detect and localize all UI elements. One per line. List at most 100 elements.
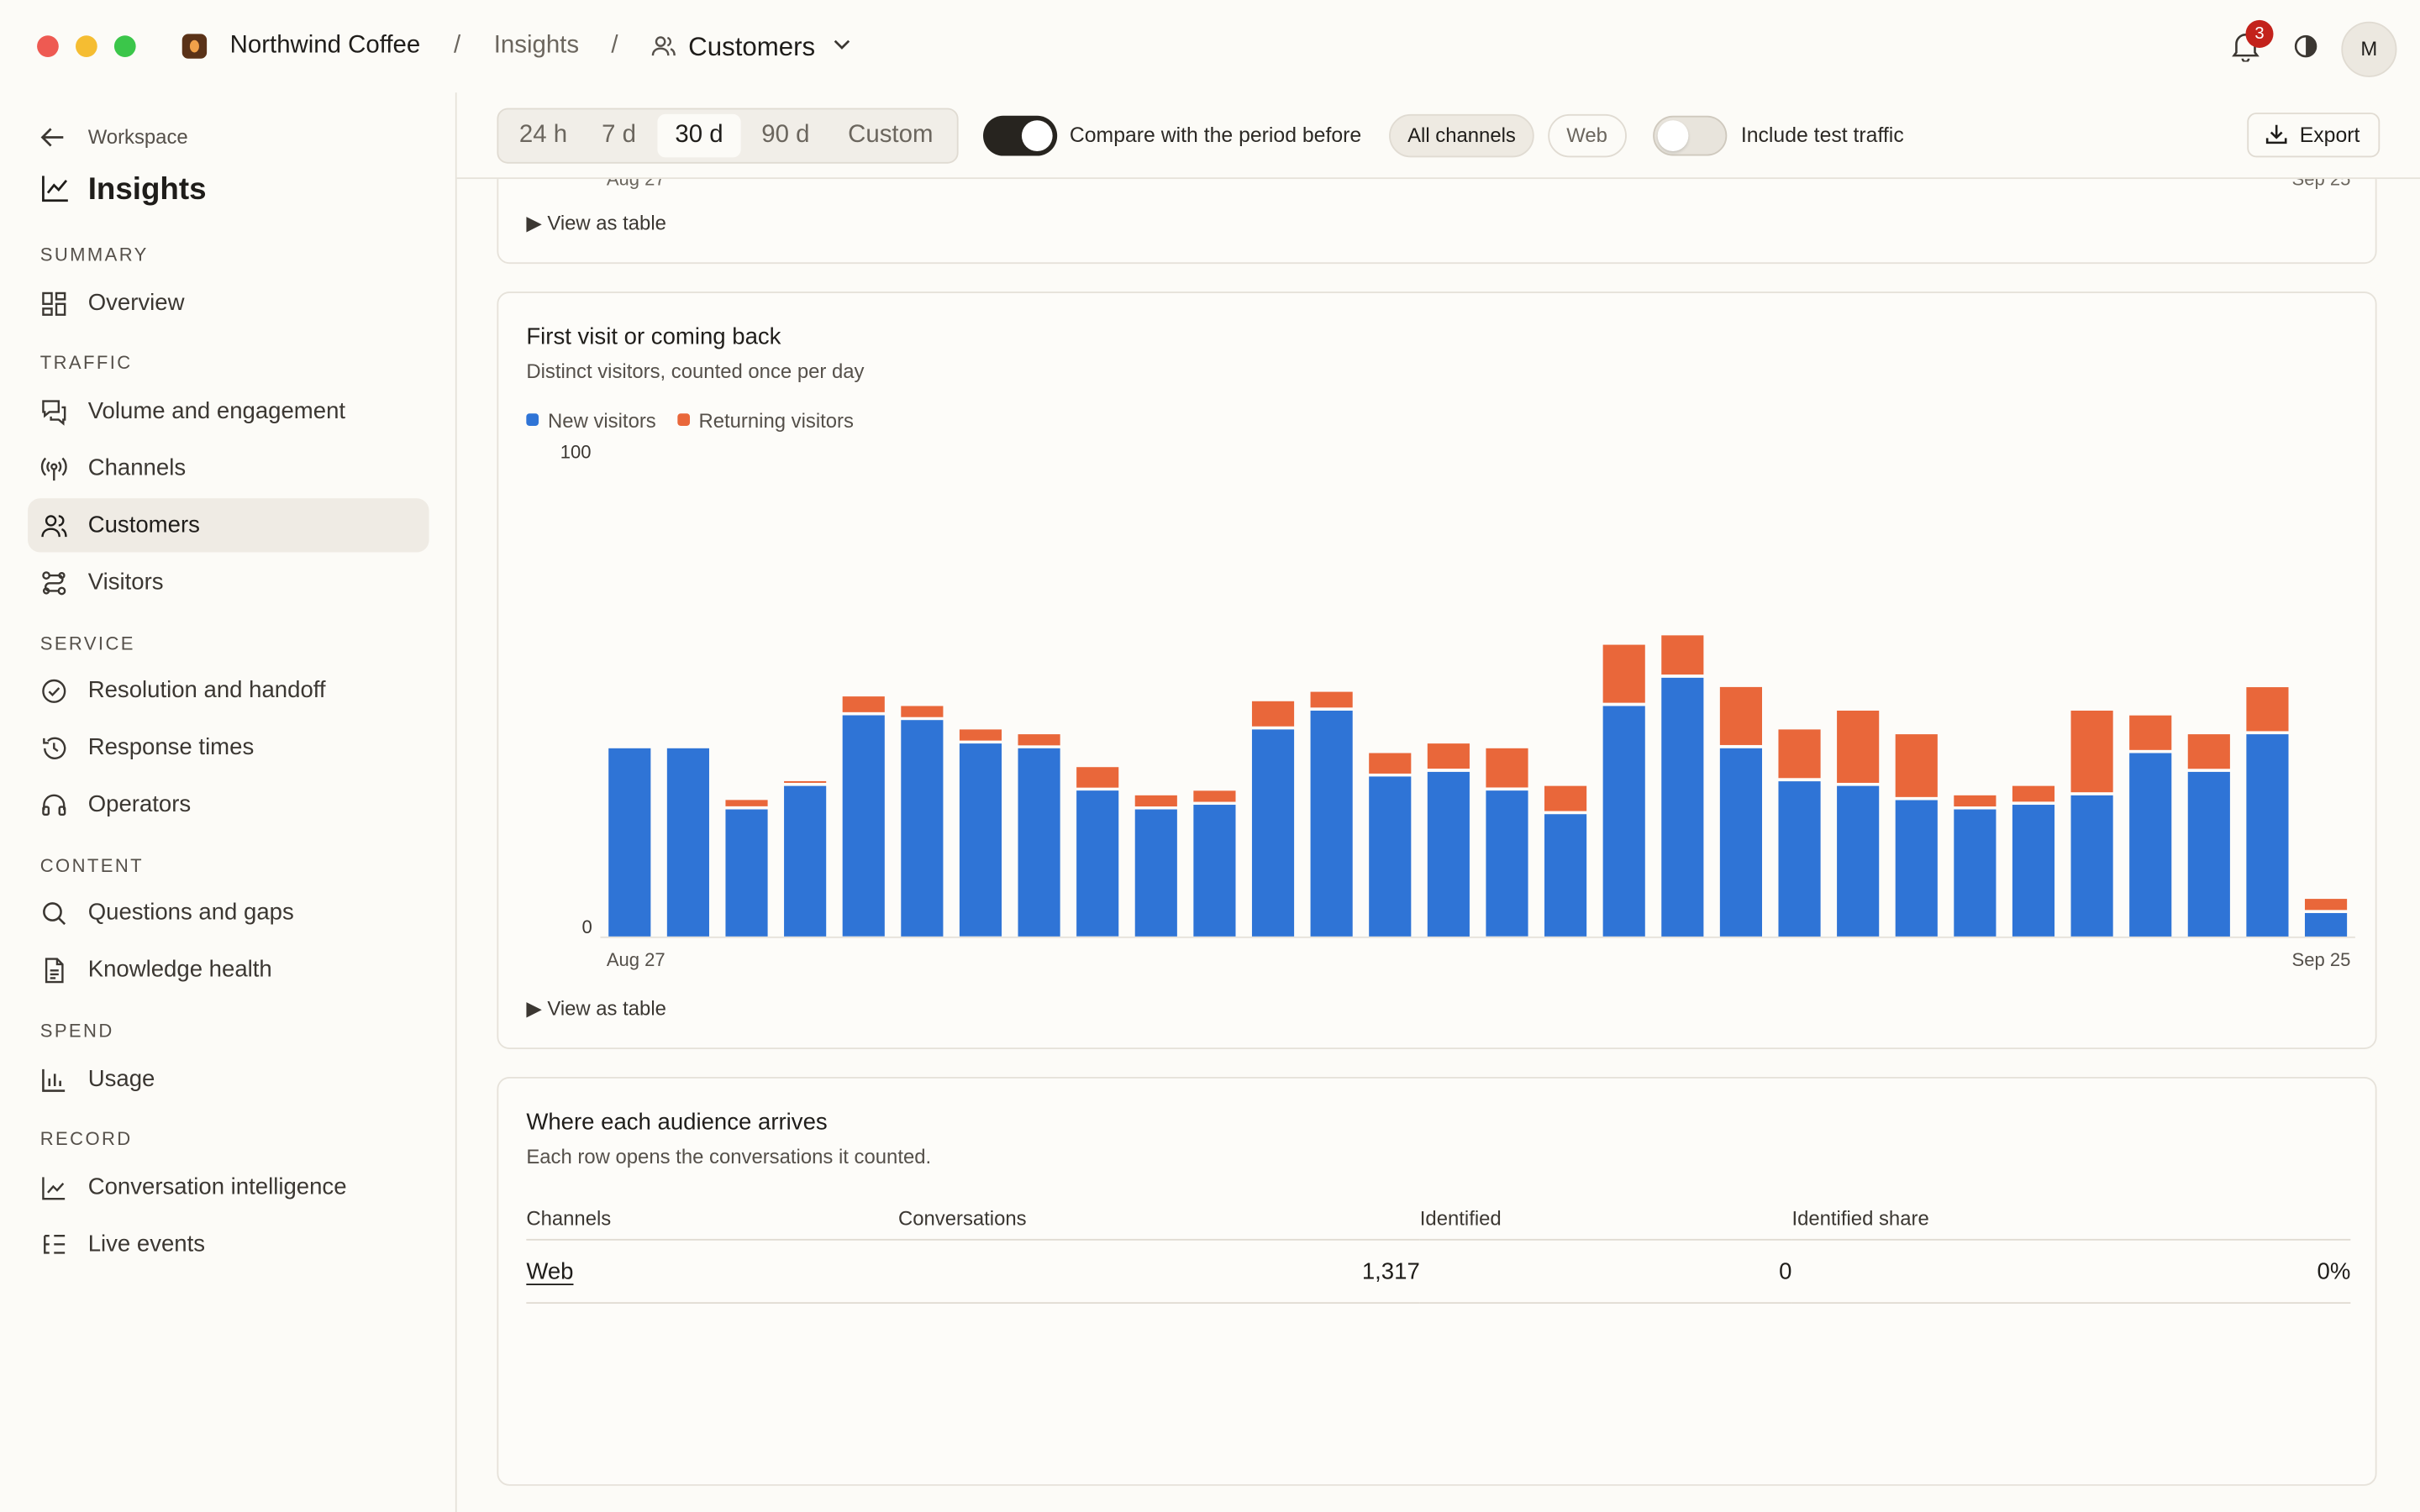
- bar-returning-visitors[interactable]: [1427, 743, 1470, 769]
- channel-filter-all[interactable]: All channels: [1389, 113, 1534, 158]
- theme-contrast-icon[interactable]: [2293, 34, 2317, 58]
- bar-new-visitors[interactable]: [1895, 800, 1938, 937]
- breadcrumb-app[interactable]: Northwind Coffee: [229, 32, 421, 59]
- bar-returning-visitors[interactable]: [1602, 644, 1645, 703]
- bar-returning-visitors[interactable]: [1486, 748, 1528, 788]
- bar-returning-visitors[interactable]: [1193, 790, 1236, 802]
- bar-returning-visitors[interactable]: [1778, 729, 1821, 779]
- sidebar-item-questions[interactable]: Questions and gaps: [28, 885, 429, 939]
- sidebar-item-resolution[interactable]: Resolution and handoff: [28, 664, 429, 717]
- bar-new-visitors[interactable]: [1544, 814, 1587, 937]
- bar-new-visitors[interactable]: [1251, 729, 1295, 937]
- sidebar-item-live-events[interactable]: Live events: [28, 1217, 429, 1271]
- test-traffic-toggle[interactable]: [1653, 115, 1728, 156]
- bar-new-visitors[interactable]: [2129, 753, 2172, 937]
- bar-returning-visitors[interactable]: [2012, 785, 2055, 802]
- bar-returning-visitors[interactable]: [1719, 686, 1762, 745]
- sidebar-item-conversation-intelligence[interactable]: Conversation intelligence: [28, 1160, 429, 1214]
- bar-returning-visitors[interactable]: [1661, 635, 1704, 675]
- view-as-table-toggle[interactable]: ▶ View as table: [526, 211, 666, 235]
- bar-new-visitors[interactable]: [1778, 781, 1821, 937]
- bar-returning-visitors[interactable]: [1544, 785, 1587, 811]
- window-zoom-button[interactable]: [113, 35, 136, 57]
- bar-new-visitors[interactable]: [2187, 771, 2230, 937]
- sidebar-item-usage[interactable]: Usage: [28, 1053, 429, 1106]
- sidebar-item-volume[interactable]: Volume and engagement: [28, 384, 429, 438]
- view-as-table-toggle[interactable]: ▶ View as table: [526, 996, 666, 1021]
- bar-new-visitors[interactable]: [959, 743, 1002, 937]
- bar-new-visitors[interactable]: [2012, 805, 2055, 937]
- bar-new-visitors[interactable]: [2070, 795, 2113, 937]
- bar-returning-visitors[interactable]: [1076, 767, 1119, 788]
- bar-returning-visitors[interactable]: [901, 706, 944, 717]
- channel-link[interactable]: Web: [526, 1257, 574, 1285]
- bar-returning-visitors[interactable]: [1310, 691, 1353, 708]
- bar-new-visitors[interactable]: [1018, 748, 1060, 937]
- bar-new-visitors[interactable]: [1193, 805, 1236, 937]
- column-header-identified[interactable]: Identified: [1419, 1195, 1792, 1241]
- bar-new-visitors[interactable]: [784, 785, 827, 937]
- bar-returning-visitors[interactable]: [2187, 734, 2230, 769]
- sidebar-item-channels[interactable]: Channels: [28, 441, 429, 495]
- bar-new-visitors[interactable]: [608, 748, 651, 937]
- window-minimize-button[interactable]: [76, 35, 97, 57]
- window-close-button[interactable]: [37, 35, 59, 57]
- bar-new-visitors[interactable]: [2304, 912, 2348, 937]
- channel-filter-web[interactable]: Web: [1548, 113, 1626, 158]
- bar-new-visitors[interactable]: [1602, 706, 1645, 937]
- chevron-down-icon[interactable]: [834, 39, 850, 51]
- sidebar-item-overview[interactable]: Overview: [28, 276, 429, 330]
- bar-returning-visitors[interactable]: [959, 729, 1002, 741]
- section-record: RECORD: [39, 1127, 133, 1150]
- bar-new-visitors[interactable]: [901, 720, 944, 937]
- export-button[interactable]: Export: [2247, 113, 2381, 158]
- bar-returning-visitors[interactable]: [1895, 734, 1938, 797]
- bar-new-visitors[interactable]: [2246, 734, 2289, 937]
- breadcrumb-insights[interactable]: Insights: [493, 32, 580, 59]
- bar-new-visitors[interactable]: [666, 748, 709, 937]
- bar-new-visitors[interactable]: [842, 715, 885, 937]
- bar-new-visitors[interactable]: [1837, 785, 1880, 937]
- bar-new-visitors[interactable]: [1661, 677, 1704, 937]
- bar-returning-visitors[interactable]: [2246, 687, 2289, 732]
- bar-returning-visitors[interactable]: [2129, 715, 2172, 750]
- bar-returning-visitors[interactable]: [842, 696, 885, 712]
- avatar[interactable]: M: [2341, 21, 2397, 77]
- breadcrumb-current[interactable]: Customers: [688, 32, 816, 62]
- bar-new-visitors[interactable]: [1954, 809, 1996, 937]
- range-24h-button[interactable]: 24 h: [518, 122, 568, 149]
- back-to-workspace-link[interactable]: Workspace: [40, 125, 188, 153]
- bar-returning-visitors[interactable]: [1134, 795, 1177, 807]
- sidebar-item-knowledge[interactable]: Knowledge health: [28, 942, 429, 996]
- bar-new-visitors[interactable]: [1076, 790, 1119, 937]
- bar-new-visitors[interactable]: [1310, 711, 1353, 937]
- table-row[interactable]: Web 1,317 0 0%: [526, 1239, 2351, 1305]
- bar-returning-visitors[interactable]: [1837, 711, 1880, 783]
- bar-new-visitors[interactable]: [1369, 776, 1412, 937]
- column-header-identified-share[interactable]: Identified share: [1791, 1195, 2351, 1241]
- range-custom-button[interactable]: Custom: [848, 122, 934, 149]
- compare-toggle[interactable]: [983, 115, 1058, 156]
- sidebar-item-visitors[interactable]: Visitors: [28, 555, 429, 609]
- bar-returning-visitors[interactable]: [2304, 899, 2348, 911]
- bar-new-visitors[interactable]: [1427, 771, 1470, 937]
- bar-returning-visitors[interactable]: [1954, 795, 1996, 807]
- range-90d-button[interactable]: 90 d: [761, 122, 810, 149]
- column-header-conversations[interactable]: Conversations: [897, 1195, 1420, 1241]
- bar-returning-visitors[interactable]: [2070, 711, 2113, 793]
- bar-returning-visitors[interactable]: [1018, 734, 1060, 746]
- bar-new-visitors[interactable]: [1719, 748, 1762, 937]
- sidebar-item-customers[interactable]: Customers: [28, 498, 429, 553]
- bar-new-visitors[interactable]: [725, 809, 768, 937]
- column-header-channels[interactable]: Channels: [526, 1195, 898, 1241]
- bar-returning-visitors[interactable]: [1369, 753, 1412, 774]
- bar-returning-visitors[interactable]: [1251, 701, 1295, 727]
- bar-returning-visitors[interactable]: [784, 780, 827, 783]
- bar-returning-visitors[interactable]: [725, 800, 768, 806]
- bar-new-visitors[interactable]: [1134, 809, 1177, 937]
- bar-new-visitors[interactable]: [1486, 790, 1528, 937]
- sidebar-item-operators[interactable]: Operators: [28, 778, 429, 832]
- range-30d-button[interactable]: 30 d: [657, 113, 741, 158]
- sidebar-item-response-times[interactable]: Response times: [28, 721, 429, 774]
- range-7d-button[interactable]: 7 d: [602, 122, 636, 149]
